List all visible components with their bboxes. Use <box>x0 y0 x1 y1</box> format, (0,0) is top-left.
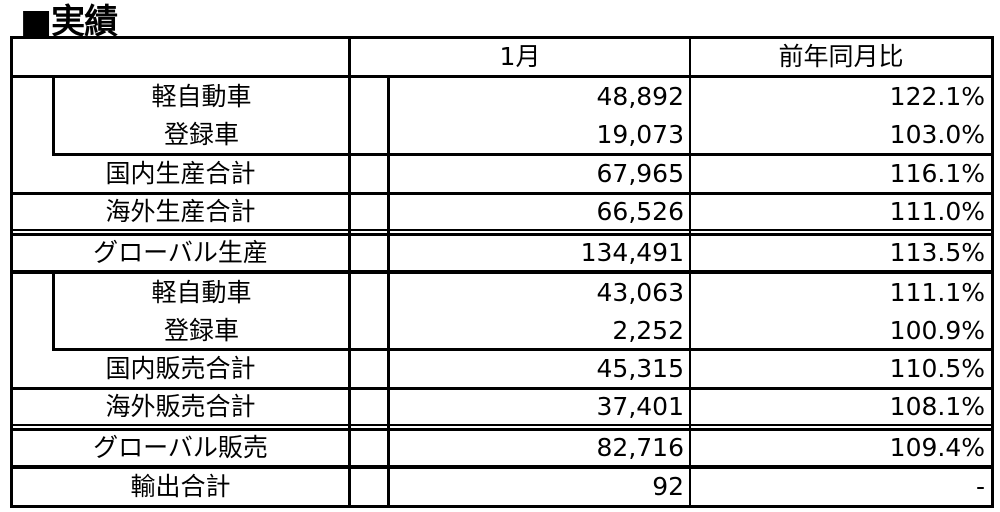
row-value: 19,073 <box>596 120 684 149</box>
row-ratio: 116.1% <box>889 159 985 188</box>
row-label: 海外販売合計 <box>105 392 256 421</box>
table-border <box>10 428 994 431</box>
row-ratio: 109.4% <box>889 433 985 462</box>
table-border <box>10 424 994 426</box>
header-month: 1月 <box>499 42 541 71</box>
table-border <box>10 505 994 508</box>
row-value: 37,401 <box>596 392 684 421</box>
table-border <box>52 76 55 155</box>
row-label: グローバル販売 <box>93 433 268 462</box>
table-border <box>10 465 994 469</box>
table-border <box>10 36 994 39</box>
header-label <box>13 38 348 76</box>
table-border <box>387 76 390 508</box>
row-label: 軽自動車 <box>151 82 252 111</box>
row-ratio: 113.5% <box>889 238 985 267</box>
table-border <box>10 192 994 195</box>
row-value: 92 <box>652 472 684 501</box>
table-border <box>10 387 994 390</box>
row-ratio: - <box>975 472 985 501</box>
row-ratio: 108.1% <box>889 392 985 421</box>
row-value: 48,892 <box>596 82 684 111</box>
row-ratio: 110.5% <box>889 354 985 383</box>
row-value: 45,315 <box>596 354 684 383</box>
row-ratio: 122.1% <box>889 82 985 111</box>
row-value: 134,491 <box>580 238 684 267</box>
row-label: 国内販売合計 <box>105 354 256 383</box>
row-ratio: 111.1% <box>889 278 985 307</box>
table-border <box>52 153 994 156</box>
row-label: 登録車 <box>163 120 239 149</box>
row-value: 66,526 <box>596 197 684 226</box>
row-label: 海外生産合計 <box>105 197 256 226</box>
row-label: 軽自動車 <box>151 278 252 307</box>
row-label: 登録車 <box>163 316 239 345</box>
header-ratio: 前年同月比 <box>778 42 904 71</box>
row-ratio: 103.0% <box>889 120 985 149</box>
table-border <box>10 233 994 236</box>
row-value: 2,252 <box>612 316 684 345</box>
table-border <box>10 270 994 274</box>
row-value: 67,965 <box>596 159 684 188</box>
table-border <box>52 348 994 351</box>
row-value: 43,063 <box>596 278 684 307</box>
row-label: 輸出合計 <box>130 472 231 501</box>
table-border <box>10 75 994 78</box>
row-label: グローバル生産 <box>93 238 268 267</box>
row-label: 国内生産合計 <box>105 159 256 188</box>
row-ratio: 111.0% <box>889 197 985 226</box>
row-value: 82,716 <box>596 433 684 462</box>
table-border <box>52 272 55 350</box>
section-title: ■実績 <box>20 2 118 42</box>
table-border <box>10 229 994 231</box>
row-ratio: 100.9% <box>889 316 985 345</box>
